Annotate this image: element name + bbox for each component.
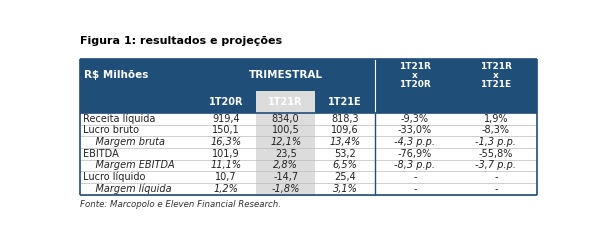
Text: TRIMESTRAL: TRIMESTRAL xyxy=(249,70,323,80)
Text: 1T21E: 1T21E xyxy=(328,97,362,107)
Text: 23,5: 23,5 xyxy=(275,149,297,159)
Text: EBITDA: EBITDA xyxy=(83,149,119,159)
Bar xyxy=(256,113,315,125)
Text: -3,7 p.p.: -3,7 p.p. xyxy=(476,160,517,170)
Text: 6,5%: 6,5% xyxy=(333,160,358,170)
Text: 1,9%: 1,9% xyxy=(484,114,508,124)
Text: 2,8%: 2,8% xyxy=(273,160,298,170)
Text: 1T21R: 1T21R xyxy=(480,62,512,71)
Text: 109,6: 109,6 xyxy=(331,125,359,135)
Text: 100,5: 100,5 xyxy=(272,125,300,135)
Bar xyxy=(80,183,537,195)
Text: 10,7: 10,7 xyxy=(216,172,237,182)
Bar xyxy=(80,136,537,148)
Text: Lucro bruto: Lucro bruto xyxy=(83,125,139,135)
Text: -55,8%: -55,8% xyxy=(479,149,513,159)
Text: -14,7: -14,7 xyxy=(273,172,298,182)
Text: 1T20R: 1T20R xyxy=(399,80,430,88)
Bar xyxy=(80,160,537,171)
Bar xyxy=(80,148,537,160)
Text: 11,1%: 11,1% xyxy=(211,160,242,170)
Text: -4,3 p.p.: -4,3 p.p. xyxy=(394,137,435,147)
Text: 1T21E: 1T21E xyxy=(480,80,512,88)
Text: 1T21R: 1T21R xyxy=(399,62,431,71)
Text: -9,3%: -9,3% xyxy=(401,114,429,124)
Text: 834,0: 834,0 xyxy=(272,114,299,124)
Text: 1T20R: 1T20R xyxy=(209,97,243,107)
Text: 1,2%: 1,2% xyxy=(214,184,238,194)
Text: -76,9%: -76,9% xyxy=(398,149,432,159)
Text: Lucro líquido: Lucro líquido xyxy=(83,172,146,182)
Text: Fonte: Marcopolo e Eleven Financial Research.: Fonte: Marcopolo e Eleven Financial Rese… xyxy=(80,200,281,209)
Text: 919,4: 919,4 xyxy=(213,114,240,124)
Text: R$ Milhões: R$ Milhões xyxy=(84,70,148,80)
Bar xyxy=(256,136,315,148)
Bar xyxy=(256,183,315,195)
Text: Figura 1: resultados e projeções: Figura 1: resultados e projeções xyxy=(80,36,282,46)
Text: 16,3%: 16,3% xyxy=(211,137,242,147)
Text: 818,3: 818,3 xyxy=(331,114,359,124)
Text: 150,1: 150,1 xyxy=(213,125,240,135)
Text: -1,8%: -1,8% xyxy=(272,184,300,194)
Text: -1,3 p.p.: -1,3 p.p. xyxy=(476,137,517,147)
Text: -8,3 p.p.: -8,3 p.p. xyxy=(394,160,435,170)
Text: 53,2: 53,2 xyxy=(334,149,356,159)
Bar xyxy=(256,125,315,136)
Bar xyxy=(256,171,315,183)
Text: -8,3%: -8,3% xyxy=(482,125,510,135)
Bar xyxy=(256,148,315,160)
Bar xyxy=(80,171,537,183)
Bar xyxy=(256,160,315,171)
Text: -: - xyxy=(494,172,498,182)
Text: -33,0%: -33,0% xyxy=(398,125,432,135)
Text: 25,4: 25,4 xyxy=(334,172,356,182)
Text: 3,1%: 3,1% xyxy=(333,184,358,194)
Text: Receita líquida: Receita líquida xyxy=(83,114,155,124)
Text: 1T21R: 1T21R xyxy=(268,97,303,107)
Text: 13,4%: 13,4% xyxy=(329,137,361,147)
Text: x: x xyxy=(412,71,418,80)
Text: -: - xyxy=(494,184,498,194)
Text: x: x xyxy=(493,71,499,80)
Text: -: - xyxy=(413,184,417,194)
Text: Margem líquida: Margem líquida xyxy=(83,184,172,194)
Text: 101,9: 101,9 xyxy=(213,149,240,159)
Text: Margem EBITDA: Margem EBITDA xyxy=(83,160,175,170)
Text: 12,1%: 12,1% xyxy=(270,137,301,147)
Text: -: - xyxy=(413,172,417,182)
Bar xyxy=(80,125,537,136)
Bar xyxy=(80,113,537,125)
Text: Margem bruta: Margem bruta xyxy=(83,137,165,147)
